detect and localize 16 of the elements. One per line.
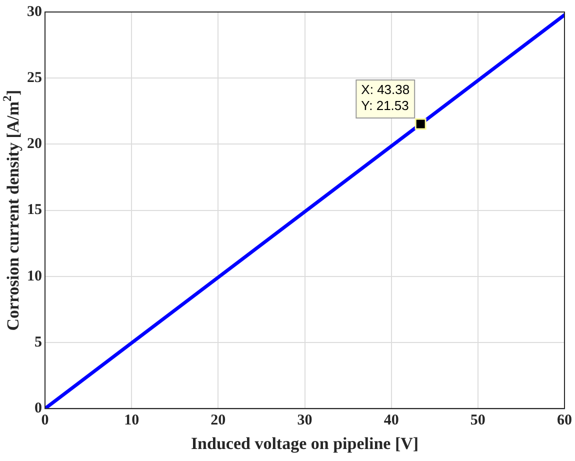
annotation: X: 43.38 Y: 21.53 [361, 82, 410, 114]
x-tick-label: 60 [557, 412, 572, 428]
x-tick-label: 50 [470, 412, 486, 428]
y-tick-label: 25 [27, 70, 42, 86]
y-tick-label: 20 [27, 136, 42, 152]
x-tick-label: 30 [297, 412, 312, 428]
x-axis-title: Induced voltage on pipeline [V] [190, 434, 419, 454]
y-tick-label: 10 [27, 268, 42, 284]
x-tick-label: 40 [384, 412, 399, 428]
y-tick-label: 30 [27, 4, 42, 20]
y-tick-label: 0 [34, 400, 42, 416]
x-tick-label: 10 [124, 412, 140, 428]
y-axis-title: Corrosion current density [A/m2] [0, 90, 22, 331]
x-tick-label: 20 [210, 412, 226, 428]
y-tick-label: 15 [27, 202, 42, 218]
y-tick-label: 5 [34, 334, 42, 350]
